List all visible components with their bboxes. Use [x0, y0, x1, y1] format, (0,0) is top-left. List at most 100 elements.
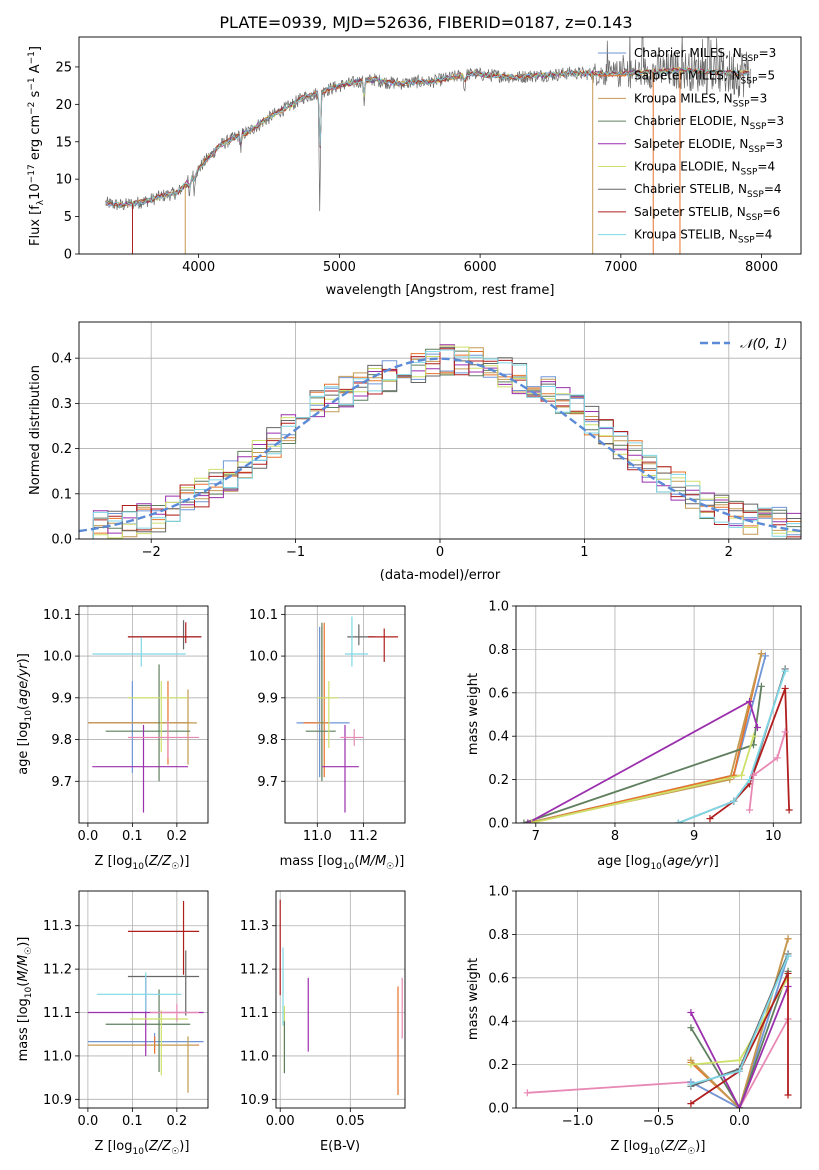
y-tick-label: 9.7 [257, 775, 278, 790]
hist-salpeter-stelib [79, 348, 801, 539]
weight-line-pink [527, 1018, 789, 1108]
y-tick-label: 0.3 [51, 397, 72, 412]
plot-weight_vs_Z [516, 891, 801, 1108]
plot-age_vs_Z [79, 606, 208, 823]
y-tick-label: 0.8 [488, 928, 509, 943]
x-tick-label: 8000 [745, 260, 778, 275]
weight-marker [781, 684, 789, 692]
y-tick-label: 11.3 [43, 919, 72, 934]
y-axis-label: age [log10​(age/yr)] [16, 653, 34, 775]
y-tick-label: 9.8 [257, 733, 278, 748]
weight-marker [757, 682, 765, 690]
legend-label: Kroupa STELIB, NSSP​=4 [634, 228, 772, 246]
spectrum-data-line [105, 37, 751, 212]
y-tick-label: 10.9 [240, 1093, 269, 1108]
weight-line-pink [748, 731, 787, 811]
figure-title: PLATE=0939, MJD=52636, FIBERID=0187, z=0… [219, 13, 632, 32]
y-tick-label: 11.0 [43, 1049, 72, 1064]
weight-marker [761, 652, 769, 660]
weight-marker [750, 732, 757, 740]
plot-spectrum [105, 37, 751, 254]
axes-age_vs_Z: 0.0 0.1 0.2 9.7 9.8 9.9 10.0 10.1 Z [log10​(Z/Z☉… [16, 605, 209, 872]
x-tick-label: 11.0 [303, 829, 332, 844]
weight-marker [687, 1100, 695, 1108]
weight-marker [687, 1009, 695, 1017]
axes-frame [78, 36, 802, 255]
weight-marker [746, 776, 754, 784]
weight-marker [746, 697, 754, 705]
weight-marker [753, 724, 761, 732]
weight-marker [523, 1089, 531, 1097]
weight-line-salpeter-stelib [690, 973, 789, 1105]
y-tick-label: 0.2 [488, 1058, 509, 1073]
weight-marker [785, 806, 793, 814]
y-axis-label: mass weight [466, 673, 481, 755]
x-axis-label: age [log10​(age/yr)] [597, 854, 719, 872]
x-tick-label: −0.5 [643, 1114, 675, 1129]
residuals-legend: 𝒩(0, 1) [700, 337, 787, 352]
plot-mass_vs_Z [79, 891, 208, 1108]
x-axis-label: Z [log10​(Z/Z☉​)] [95, 1139, 190, 1157]
weight-marker [781, 667, 789, 675]
legend-label: Kroupa ELODIE, NSSP​=4 [634, 160, 775, 178]
y-tick-label: 0.0 [51, 533, 72, 548]
x-tick-label: −1.0 [562, 1114, 594, 1129]
legend-label: Chabrier STELIB, NSSP​=4 [634, 182, 782, 200]
plot-mass_vs_EBV [276, 891, 405, 1108]
weight-marker [784, 969, 792, 977]
y-tick-label: 0.8 [488, 643, 509, 658]
spectrum-legend: Chabrier MILES, NSSP​=3 Salpeter MILES, N… [598, 46, 784, 246]
x-tick-label: 6000 [464, 260, 497, 275]
y-tick-label: 11.0 [240, 1049, 269, 1064]
weight-marker [687, 1080, 695, 1088]
x-tick-label: 0.1 [122, 1114, 143, 1129]
y-tick-label: 10.0 [249, 650, 278, 665]
y-tick-label: 10.1 [43, 608, 72, 623]
x-tick-label: 10 [765, 829, 782, 844]
hist-kroupa-stelib [79, 349, 801, 539]
weight-marker [735, 1067, 743, 1075]
y-tick-label: 9.9 [51, 691, 72, 706]
weight-marker [757, 650, 765, 658]
weight-marker [687, 1061, 695, 1069]
legend-label: Chabrier MILES, NSSP​=3 [634, 46, 776, 64]
axes-frame [284, 605, 406, 824]
x-tick-label: 7000 [604, 260, 637, 275]
y-tick-label: 0.1 [51, 487, 72, 502]
axes-age_vs_mass: 11.0 11.2 9.7 9.8 9.9 10.0 10.1 mass [log10​(M/… [249, 605, 406, 872]
weight-marker [706, 815, 714, 823]
weight-line-chabrier-elodie [523, 686, 763, 823]
weight-marker [781, 728, 789, 736]
x-axis-label: E(B-V) [320, 1139, 360, 1154]
weight-marker [784, 935, 792, 943]
x-tick-label: 9 [690, 829, 698, 844]
x-tick-label: 4000 [182, 260, 215, 275]
legend-label: Salpeter ELODIE, NSSP​=3 [634, 137, 783, 155]
y-tick-label: 0.0 [488, 1102, 509, 1117]
y-tick-label: 20 [55, 98, 72, 113]
x-axis-label: Z [log10​(Z/Z☉​)] [611, 1139, 706, 1157]
x-tick-label: −1 [286, 545, 305, 560]
y-tick-label: 9.7 [51, 775, 72, 790]
weight-marker [738, 771, 746, 779]
x-tick-label: 0.05 [336, 1114, 365, 1129]
axes-weight_vs_Z: −1.0 −0.5 0.0 0.0 0.2 0.4 0.6 0.8 1.0 Z [log10​(Z… [466, 885, 802, 1157]
x-axis-label: Z [log10​(Z/Z☉​)] [95, 854, 190, 872]
legend-label: Kroupa MILES, NSSP​=3 [634, 91, 767, 109]
weight-marker [524, 819, 532, 823]
weight-line-kroupa-stelib [677, 670, 787, 823]
y-axis-label: Flux [fλ​10−17​ erg cm−2​ s−1​ A−1​] [27, 46, 46, 246]
weight-marker [750, 771, 757, 779]
plot-weight_vs_age [516, 606, 801, 823]
x-tick-label: 0.0 [78, 1114, 99, 1129]
axes-mass_vs_Z: 0.0 0.1 0.2 10.9 11.0 11.1 11.2 11.3 Z [log10​(Z… [16, 890, 209, 1157]
plot-residuals [79, 322, 801, 539]
x-axis-label: wavelength [Angstrom, rest frame] [326, 283, 555, 298]
weight-marker [784, 952, 792, 960]
x-tick-label: 8 [611, 829, 619, 844]
x-tick-label: 11.2 [349, 829, 378, 844]
y-tick-label: 0 [64, 248, 72, 263]
x-tick-label: 0.0 [729, 1114, 750, 1129]
x-tick-label: 0 [436, 545, 444, 560]
x-tick-label: 5000 [323, 260, 356, 275]
